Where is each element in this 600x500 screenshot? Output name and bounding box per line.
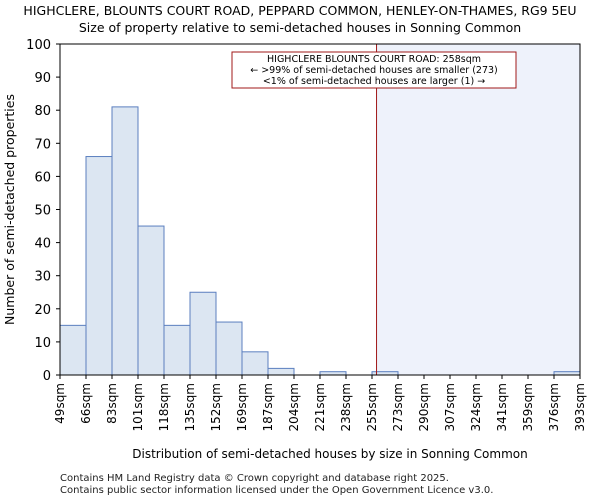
chart-subtitle: Size of property relative to semi-detach…	[78, 20, 522, 35]
x-tick-label: 152sqm	[209, 383, 223, 431]
footer-line-1: Contains HM Land Registry data © Crown c…	[60, 473, 449, 484]
x-tick-label: 324sqm	[469, 383, 483, 431]
y-tick-label: 50	[34, 204, 51, 219]
x-tick-label: 204sqm	[287, 383, 301, 431]
y-tick-label: 20	[34, 303, 51, 318]
x-tick-label: 221sqm	[313, 383, 327, 431]
x-ticks-group: 49sqm 66sqm 83sqm 101sqm 118sqm 135sqm 152sqm 1…	[53, 375, 587, 431]
x-tick-label: 169sqm	[235, 383, 249, 431]
x-tick-label: 307sqm	[443, 383, 457, 431]
bars-group	[59, 106, 581, 376]
annotation-box: HIGHCLERE BLOUNTS COURT ROAD: 258sqm ← >…	[231, 51, 517, 89]
y-tick-label: 70	[34, 137, 51, 152]
x-tick-label: 118sqm	[157, 383, 171, 431]
bar-118sqm	[163, 324, 191, 376]
x-tick-label: 393sqm	[573, 383, 587, 431]
y-tick-label: 40	[34, 237, 51, 252]
x-tick-label: 273sqm	[391, 383, 405, 431]
x-tick-label: 66sqm	[79, 383, 93, 424]
bar-187sqm	[267, 367, 295, 376]
bar-169sqm	[241, 351, 269, 376]
bar-101sqm	[137, 225, 165, 376]
x-axis-label: Distribution of semi-detached houses by …	[132, 447, 527, 461]
x-tick-label: 255sqm	[365, 383, 379, 431]
annotation-line-title: HIGHCLERE BLOUNTS COURT ROAD: 258sqm	[267, 54, 481, 65]
annotation-frame	[231, 51, 517, 89]
y-tick-label: 80	[34, 104, 51, 119]
footer-line-2: Contains public sector information licen…	[60, 485, 494, 496]
highlight-region	[376, 44, 580, 375]
x-tick-label: 101sqm	[131, 383, 145, 431]
annotation-line-smaller: ← >99% of semi-detached houses are small…	[250, 65, 498, 76]
y-tick-label: 0	[43, 369, 51, 384]
x-tick-label: 290sqm	[417, 383, 431, 431]
x-tick-label: 83sqm	[105, 383, 119, 424]
x-tick-label: 135sqm	[183, 383, 197, 431]
y-tick-label: 100	[26, 38, 51, 53]
y-tick-label: 30	[34, 270, 51, 285]
x-tick-label: 341sqm	[495, 383, 509, 431]
x-tick-label: 49sqm	[53, 383, 67, 424]
x-tick-label: 187sqm	[261, 383, 275, 431]
x-tick-label: 359sqm	[521, 383, 535, 431]
y-tick-label: 60	[34, 170, 51, 185]
bar-83sqm	[111, 106, 139, 376]
chart-title: HIGHCLERE, BLOUNTS COURT ROAD, PEPPARD C…	[23, 3, 577, 18]
y-ticks-group: 0 10 20 30 40 50 60 70 80 90 100	[26, 38, 60, 384]
bar-135sqm	[189, 291, 217, 376]
y-tick-label: 10	[34, 336, 51, 351]
x-tick-label: 376sqm	[547, 383, 561, 431]
bar-152sqm	[215, 321, 243, 376]
annotation-line-larger: <1% of semi-detached houses are larger (…	[263, 76, 485, 87]
x-tick-label: 238sqm	[339, 383, 353, 431]
bar-49sqm	[59, 324, 87, 376]
y-axis-label: Number of semi-detached properties	[2, 94, 17, 325]
y-tick-label: 90	[34, 71, 51, 86]
bar-66sqm	[85, 156, 113, 376]
